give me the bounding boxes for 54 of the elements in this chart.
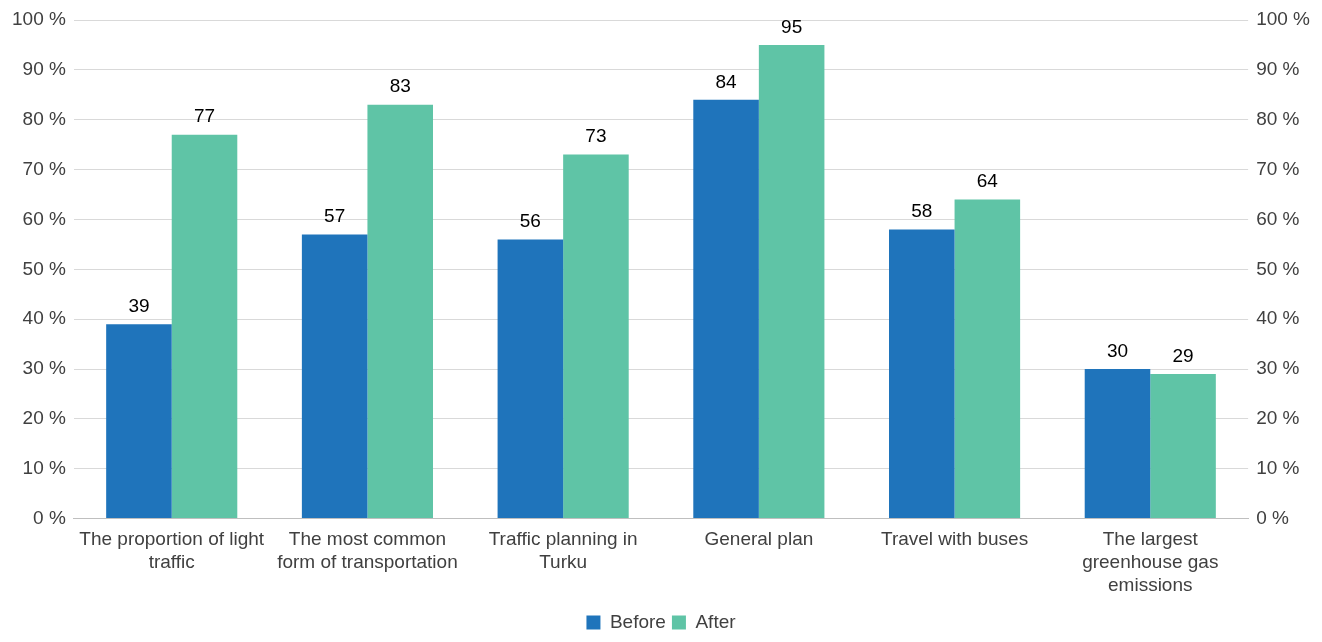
y-tick-label: 20 % — [22, 407, 66, 429]
data-label: 30 — [1106, 339, 1129, 361]
y2-tick-label: 60 % — [1256, 207, 1300, 229]
y2-tick-label: 30 % — [1256, 357, 1300, 379]
x-tick-label: Travel with buses — [880, 528, 1029, 550]
y2-tick-label: 20 % — [1256, 407, 1300, 429]
bar — [758, 44, 825, 519]
bar — [1150, 374, 1216, 519]
bar — [106, 324, 172, 519]
x-tick-label: The most common form of transportation — [277, 528, 458, 573]
data-label: 57 — [324, 205, 346, 227]
data-label: 84 — [715, 70, 738, 92]
y2-tick-label: 90 % — [1256, 58, 1300, 80]
data-label: 39 — [128, 294, 150, 316]
bar — [954, 199, 1021, 519]
y-tick-label: 50 % — [22, 257, 66, 279]
y2-tick-label: 10 % — [1256, 456, 1300, 478]
bar — [563, 154, 629, 519]
data-label: 77 — [193, 105, 216, 127]
y-tick-label: 90 % — [22, 58, 66, 80]
x-tick-label: The proportion of light traffic — [79, 528, 265, 573]
data-label: 58 — [911, 200, 933, 222]
data-label: 95 — [781, 15, 803, 37]
bar — [367, 104, 433, 519]
data-label: 73 — [585, 125, 607, 147]
y-tick-label: 10 % — [22, 456, 66, 478]
y2-tick-label: 100 % — [1256, 8, 1311, 30]
legend-label: Before — [609, 610, 666, 632]
bar — [497, 239, 564, 519]
data-label: 83 — [389, 75, 411, 97]
y2-tick-label: 40 % — [1256, 307, 1300, 329]
x-tick-label: Traffic planning in Turku — [488, 528, 638, 573]
data-label: 64 — [976, 170, 999, 192]
y2-tick-label: 80 % — [1256, 107, 1300, 129]
x-tick-label: The largest greenhouse gas emissions — [1082, 528, 1219, 595]
data-label: 56 — [519, 210, 541, 232]
y-tick-label: 0 % — [33, 506, 66, 528]
y2-tick-label: 0 % — [1256, 506, 1289, 528]
y-tick-label: 30 % — [22, 357, 66, 379]
y-tick-label: 100 % — [12, 8, 66, 30]
bar — [301, 234, 368, 519]
bar — [693, 99, 759, 519]
y-tick-label: 60 % — [22, 207, 66, 229]
y-tick-label: 80 % — [22, 107, 66, 129]
data-label: 29 — [1172, 344, 1194, 366]
legend-label: After — [695, 610, 737, 632]
y2-tick-label: 70 % — [1256, 157, 1300, 179]
y-tick-label: 70 % — [22, 157, 66, 179]
bar — [889, 229, 955, 519]
bar — [1084, 369, 1151, 519]
bar — [171, 134, 238, 519]
y2-tick-label: 50 % — [1256, 257, 1300, 279]
y-tick-label: 40 % — [22, 307, 66, 329]
x-tick-label: General plan — [704, 528, 814, 550]
